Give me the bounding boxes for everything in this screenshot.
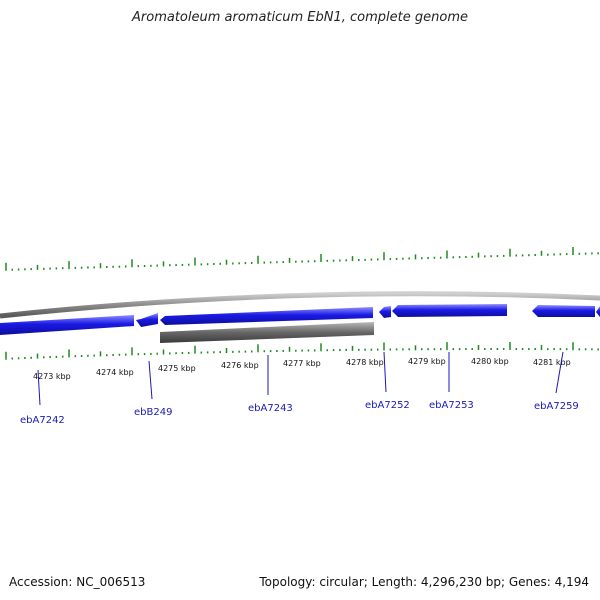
gene-label-leaders <box>37 351 564 406</box>
leader-line <box>383 351 387 393</box>
gene-label[interactable]: ebA7243 <box>248 403 293 414</box>
kbp-label: 4275 kbp <box>158 364 196 373</box>
genome-summary-text: Topology: circular; Length: 4,296,230 bp… <box>259 575 589 589</box>
gene-feature[interactable] <box>392 304 507 317</box>
gene-feature[interactable] <box>532 305 595 317</box>
kbp-label: 4278 kbp <box>346 358 384 367</box>
inner-tick-ring <box>5 342 599 360</box>
accession-text: Accession: NC_006513 <box>9 575 146 589</box>
gene-labels: ebA7242 ebB249 ebA7243 ebA7252 ebA7253 e… <box>20 400 579 426</box>
gene-feature[interactable] <box>136 313 158 327</box>
gene-feature[interactable] <box>0 315 134 335</box>
gene-feature[interactable] <box>596 306 600 317</box>
kbp-label: 4273 kbp <box>33 372 71 381</box>
gene-label[interactable]: ebB249 <box>134 407 172 418</box>
gene-feature[interactable] <box>160 307 373 325</box>
kbp-label: 4280 kbp <box>471 357 509 366</box>
map-title: Aromatoleum aromaticum EbN1, complete ge… <box>132 10 468 25</box>
kbp-label: 4277 kbp <box>283 359 321 368</box>
reverse-gene-feature[interactable] <box>160 322 374 343</box>
gene-label[interactable]: ebA7252 <box>365 400 410 411</box>
gene-label[interactable]: ebA7259 <box>534 401 579 412</box>
leader-line <box>148 360 153 400</box>
kbp-label: 4279 kbp <box>408 357 446 366</box>
outer-tick-ring <box>5 247 599 271</box>
gene-feature[interactable] <box>379 306 391 318</box>
leader-line <box>555 351 564 394</box>
kbp-scale: 4273 kbp 4274 kbp 4275 kbp 4276 kbp 4277… <box>33 357 571 381</box>
gene-label[interactable]: ebA7253 <box>429 400 474 411</box>
kbp-label: 4281 kbp <box>533 358 571 367</box>
leader-line <box>37 369 41 406</box>
kbp-label: 4274 kbp <box>96 368 134 377</box>
kbp-label: 4276 kbp <box>221 361 259 370</box>
gene-label[interactable]: ebA7242 <box>20 415 65 426</box>
forward-strand-genes <box>0 304 600 335</box>
backbone-arc <box>0 291 600 319</box>
